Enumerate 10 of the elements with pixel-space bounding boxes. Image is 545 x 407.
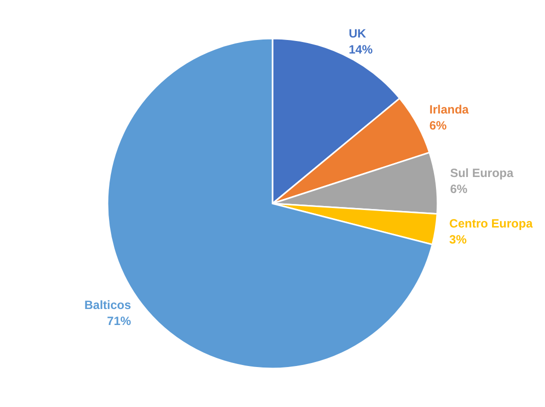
data-label: 14% — [348, 42, 374, 57]
data-label: 3% — [449, 232, 467, 246]
slice-label: Balticos — [84, 298, 132, 312]
slice-label: Sul Europa — [450, 166, 514, 180]
slice-label: UK — [348, 26, 366, 41]
slice-label: Centro Europa — [449, 216, 533, 230]
data-label: 6% — [450, 182, 468, 196]
data-label: 71% — [107, 314, 132, 328]
data-label: 6% — [429, 118, 448, 132]
slice-label: Irlanda — [429, 102, 470, 116]
